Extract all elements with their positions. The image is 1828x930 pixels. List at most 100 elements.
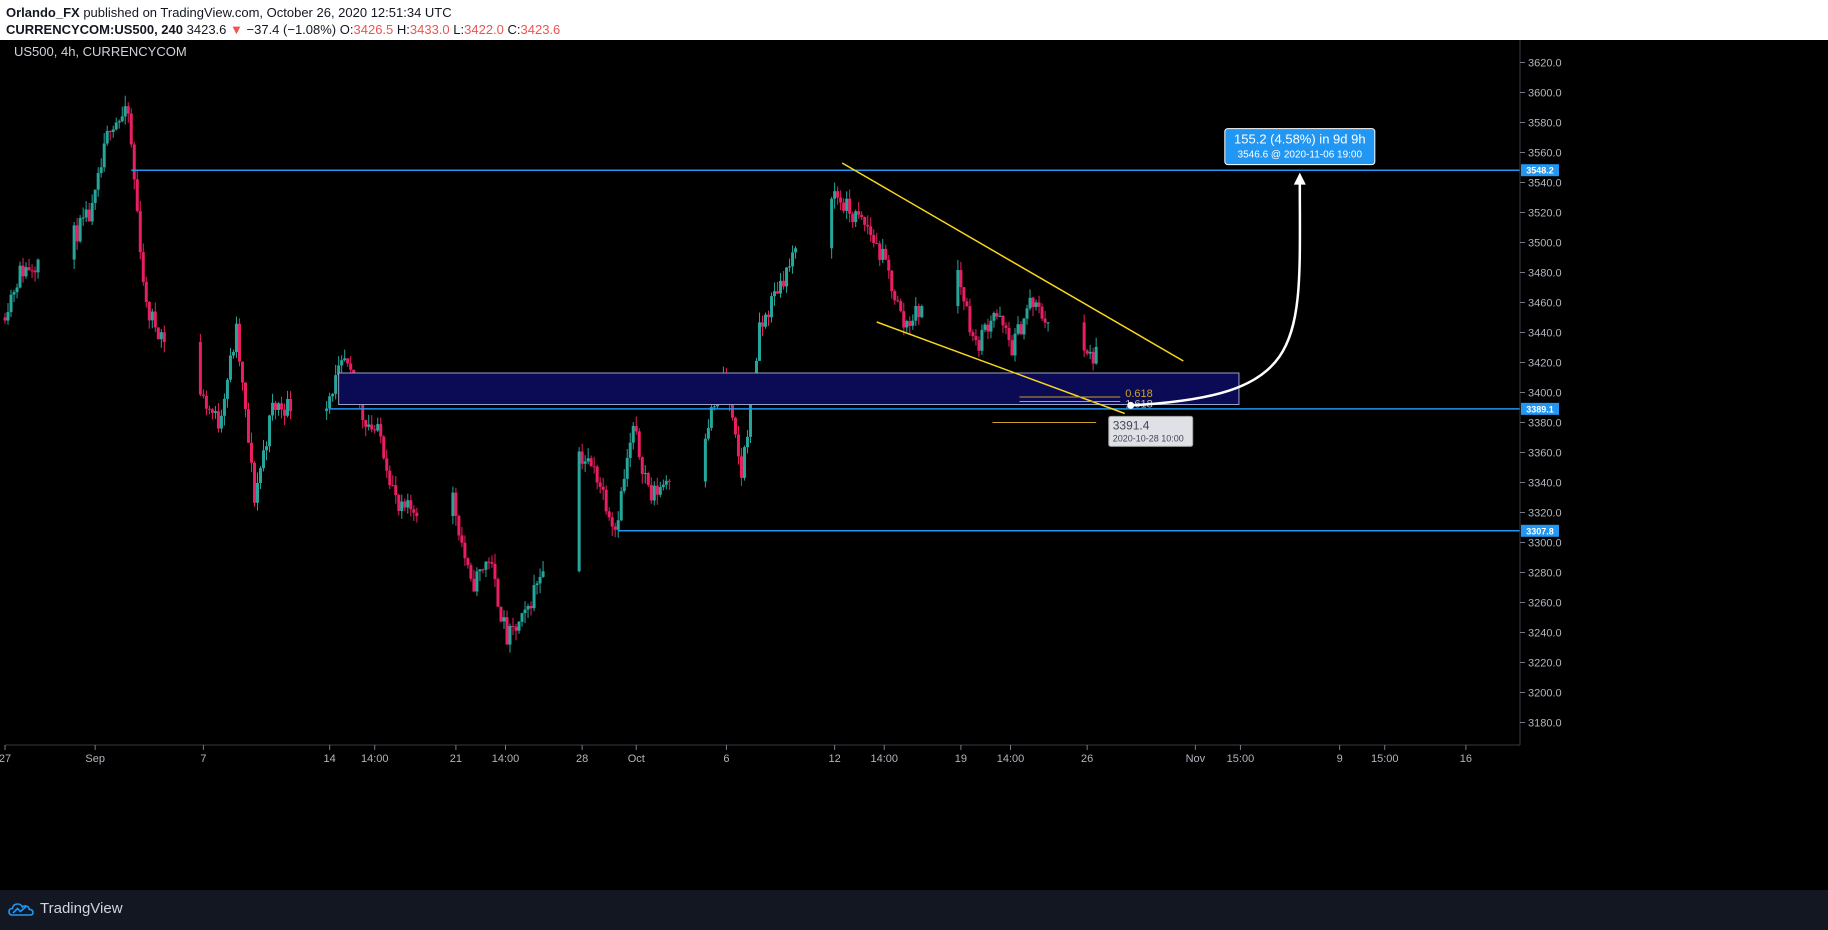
candle-body <box>1037 302 1041 307</box>
candle-body <box>213 411 217 413</box>
candle-body <box>703 438 707 482</box>
candle-body <box>201 394 205 396</box>
measure-label-box <box>1224 128 1376 166</box>
candle-body <box>601 486 605 490</box>
level-price-tag <box>1521 402 1559 415</box>
author-name[interactable]: Orlando_FX <box>6 5 80 20</box>
candle-body <box>259 468 263 484</box>
candle-body <box>147 302 151 321</box>
candle-body <box>583 461 587 464</box>
candle-body <box>875 243 879 245</box>
candle-body <box>619 491 623 521</box>
time-tick-label: 28 <box>576 753 588 765</box>
level-price-label: 3307.8 <box>1526 526 1554 536</box>
candle-body <box>745 436 749 448</box>
candle-body <box>1046 322 1050 324</box>
candle-body <box>265 446 269 451</box>
price-tick-label: 3460.0 <box>1528 298 1562 310</box>
high-value: 3433.0 <box>409 22 450 37</box>
price-tick-label: 3600.0 <box>1528 88 1562 100</box>
price-tick-label: 3260.0 <box>1528 598 1562 610</box>
candle-body <box>120 116 124 122</box>
price-tick-label: 3440.0 <box>1528 328 1562 340</box>
candle-body <box>81 217 85 219</box>
low-value: 3422.0 <box>464 22 504 37</box>
candle-body <box>748 396 752 437</box>
candle-body <box>610 517 614 527</box>
candle-body <box>899 301 903 312</box>
candle-body <box>27 267 31 271</box>
candle-body <box>604 489 608 512</box>
candle-body <box>920 306 924 318</box>
open-label: O: <box>339 22 354 37</box>
candle-body <box>153 311 157 328</box>
candle-body <box>126 106 130 114</box>
candle-body <box>87 209 91 222</box>
candle-body <box>959 270 963 288</box>
candle-body <box>860 214 864 218</box>
candle-body <box>851 213 855 223</box>
candle-body <box>646 473 650 485</box>
candle-body <box>367 424 371 427</box>
tradingview-brand[interactable]: TradingView <box>8 900 123 917</box>
candle-body <box>764 314 768 327</box>
candle-body <box>1088 351 1092 354</box>
candle-body <box>499 606 503 622</box>
candle-body <box>712 406 716 408</box>
candle-body <box>96 173 100 190</box>
candle-body <box>36 259 40 273</box>
price-tick-label: 3540.0 <box>1528 178 1562 190</box>
candle-body <box>788 266 792 268</box>
time-tick-label: 14:00 <box>997 753 1025 765</box>
candle-body <box>406 500 410 508</box>
candle-body <box>791 252 795 267</box>
candle-body <box>625 457 629 479</box>
symbol-name: CURRENCYCOM:US500, 240 <box>6 22 183 37</box>
candle-body <box>637 431 641 458</box>
candle-body <box>415 512 419 517</box>
brand-name: TradingView <box>40 900 123 917</box>
candle-body <box>150 311 154 321</box>
candle-body <box>289 398 293 412</box>
candle-body <box>102 143 106 168</box>
chart-area[interactable]: 3548.2 3389.1 3307.8 0.618 1.618 3391.4 2020-1… <box>0 40 1828 890</box>
price-chart[interactable]: 3548.23389.13307.80.6181.6183391.42020-1… <box>0 40 1828 890</box>
candle-body <box>138 211 142 253</box>
level-price-label: 3389.1 <box>1526 404 1554 414</box>
candle-body <box>1085 350 1089 354</box>
candle-body <box>502 617 506 622</box>
candle-body <box>770 296 774 318</box>
level-price-tag <box>1521 164 1559 177</box>
candle-body <box>99 167 103 174</box>
price-change: −37.4 (−1.08%) <box>246 22 337 37</box>
candle-body <box>141 252 145 282</box>
candle-body <box>761 322 764 327</box>
time-tick-label: 15:00 <box>1371 753 1399 765</box>
candle-body <box>1043 318 1047 323</box>
candle-body <box>117 121 121 123</box>
candle-body <box>385 458 389 471</box>
price-tick-label: 3400.0 <box>1528 388 1562 400</box>
candle-body <box>231 352 235 356</box>
triangle-down-icon: ▼ <box>230 22 243 37</box>
level-price-label: 3548.2 <box>1526 166 1554 176</box>
candle-body <box>93 189 97 204</box>
candle-body <box>655 485 659 495</box>
candle-body <box>776 291 780 294</box>
candle-body <box>1007 327 1011 341</box>
candle-body <box>373 429 377 431</box>
candle-body <box>409 500 413 510</box>
candle-body <box>487 561 491 563</box>
candle-body <box>274 402 278 410</box>
candle-body <box>535 583 539 586</box>
candle-body <box>911 320 915 326</box>
candle-body <box>538 576 542 584</box>
candle-body <box>277 403 281 410</box>
symbol-info: CURRENCYCOM:US500, 240 3423.6 ▼ −37.4 (−… <box>6 22 560 37</box>
candle-body <box>989 320 993 332</box>
time-tick-label: 26 <box>1081 753 1093 765</box>
candle-body <box>198 341 202 395</box>
candle-body <box>1025 308 1029 319</box>
candle-body <box>511 625 515 627</box>
candle-body <box>733 417 737 435</box>
